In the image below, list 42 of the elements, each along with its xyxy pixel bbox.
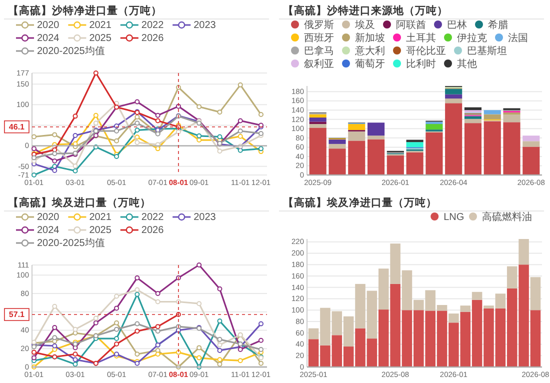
legend-label: 2023 <box>194 20 216 31</box>
ref-line-label: 57.1 <box>8 310 26 320</box>
legend-label: 2025 <box>89 225 112 236</box>
ref-line-label: 46.1 <box>8 122 26 132</box>
chart-title: 【高硫】沙特进口来源地（万吨） <box>283 4 448 17</box>
legend-label: 2021 <box>89 212 112 223</box>
legend-label: 2020-2025均值 <box>37 237 105 249</box>
chart-title: 【高硫】埃及净进口量（万吨） <box>283 196 437 209</box>
legend-label: 叙利亚 <box>304 58 334 70</box>
legend-label: 2024 <box>37 225 60 236</box>
legend-label: 2020 <box>37 20 60 31</box>
legend-label: 西班牙 <box>304 32 334 44</box>
legend-label: 阿联酋 <box>396 19 426 31</box>
legend-label: 2022 <box>141 212 164 223</box>
legend-label: 葡萄牙 <box>355 58 385 70</box>
legend-label: 巴基斯坦 <box>467 45 507 57</box>
legend-label: 新加坡 <box>355 32 385 44</box>
legend-label: 伊拉克 <box>457 32 487 44</box>
legend-label: 意大利 <box>354 45 385 57</box>
legend-label: 希腊 <box>488 19 508 31</box>
legend-label: 2026 <box>141 33 164 44</box>
legend-label: 巴拿马 <box>304 45 334 57</box>
legend-label: 埃及 <box>354 19 375 31</box>
legend-label: 2026 <box>141 225 164 236</box>
legend-label: 其他 <box>457 58 477 70</box>
chart-title: 【高硫】沙特净进口量（万吨） <box>8 4 162 17</box>
legend-label: 2024 <box>37 33 60 44</box>
legend-label: 高硫燃料油 <box>482 211 532 223</box>
legend-label: 2021 <box>89 20 112 31</box>
legend-label: 巴林 <box>447 19 467 31</box>
legend-label: 2020 <box>37 212 60 223</box>
legend-label: 2025 <box>89 33 112 44</box>
legend-label: 法国 <box>508 32 528 44</box>
legend-label: 2022 <box>141 20 164 31</box>
legend-label: 2020-2025均值 <box>37 45 105 57</box>
legend-label: 比利时 <box>406 58 436 70</box>
legend-label: 2023 <box>194 212 216 223</box>
legend-label: 土耳其 <box>406 32 436 44</box>
legend-label: 哥伦比亚 <box>406 45 446 57</box>
legend-label: LNG <box>444 212 464 223</box>
chart-title: 【高硫】埃及进口量（万吨） <box>8 196 151 209</box>
legend-label: 俄罗斯 <box>304 19 334 31</box>
